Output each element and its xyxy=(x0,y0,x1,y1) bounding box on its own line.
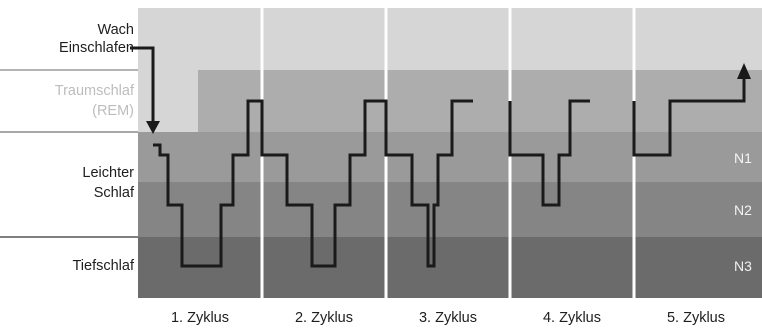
einschlafen-arrow xyxy=(130,46,155,123)
cycle-label-3: 3. Zyklus xyxy=(418,310,477,326)
einschlafen-arrowhead xyxy=(146,121,160,134)
stage-code-n2: N2 xyxy=(734,202,752,218)
label-traumschlaf: Traumschlaf xyxy=(54,83,134,99)
cycle-label-4: 4. Zyklus xyxy=(542,310,601,326)
hypnogram-line-b xyxy=(508,99,590,207)
band-rem xyxy=(138,70,762,132)
label-leichter: Leichter xyxy=(82,165,134,181)
stage-code-n1: N1 xyxy=(734,150,752,166)
label-wach: Wach xyxy=(97,22,134,38)
label-rem: (REM) xyxy=(92,103,134,119)
band-n2 xyxy=(138,182,762,237)
cycle-label-1: 1. Zyklus xyxy=(170,310,229,326)
band-n3 xyxy=(138,237,762,298)
stage-code-n3: N3 xyxy=(734,258,752,274)
cycle-label-2: 2. Zyklus xyxy=(294,310,353,326)
label-einschlafen: Einschlafen xyxy=(59,40,134,56)
hypnogram-line-c xyxy=(632,78,746,157)
band-n1 xyxy=(138,132,762,182)
label-schlaf: Schlaf xyxy=(93,185,134,201)
wake-arrowhead xyxy=(737,63,751,79)
cycle-label-5: 5. Zyklus xyxy=(666,310,725,326)
label-tiefschlaf: Tiefschlaf xyxy=(72,258,134,274)
hypnogram-line-a xyxy=(153,99,473,268)
